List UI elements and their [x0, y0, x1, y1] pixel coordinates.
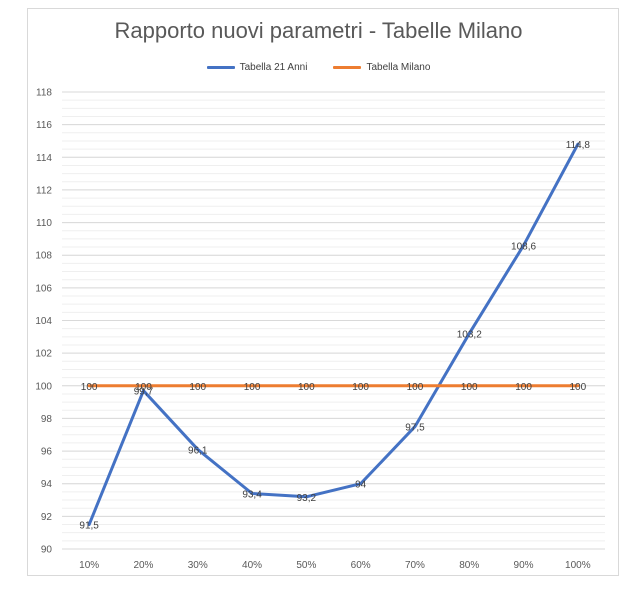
- data-label-series-1: 96,1: [188, 445, 208, 456]
- legend-label-series-2: Tabella Milano: [366, 62, 431, 73]
- data-label-series-2: 100: [461, 382, 478, 393]
- data-label-series-2: 100: [515, 382, 532, 393]
- legend-swatch-series-1: [206, 66, 235, 69]
- data-label-series-2: 100: [135, 382, 152, 393]
- y-tick-label: 118: [36, 88, 52, 99]
- x-tick-label: 80%: [459, 560, 479, 571]
- x-tick-label: 30%: [188, 560, 208, 571]
- data-label-series-2: 100: [298, 382, 315, 393]
- y-tick-label: 104: [35, 316, 52, 327]
- data-label-series-1: 97,5: [405, 423, 425, 434]
- data-label-series-2: 100: [244, 382, 261, 393]
- legend-item-series-2[interactable]: Tabella Milano: [333, 62, 430, 73]
- legend-label-series-1: Tabella 21 Anni: [239, 62, 308, 73]
- legend-item-series-1[interactable]: Tabella 21 Anni: [206, 62, 308, 73]
- x-tick-label: 100%: [565, 560, 591, 571]
- y-tick-label: 110: [36, 218, 52, 229]
- x-tick-label: 50%: [296, 560, 316, 571]
- y-tick-label: 92: [41, 512, 53, 523]
- data-label-series-1: 114,8: [566, 140, 591, 151]
- x-tick-label: 70%: [405, 560, 425, 571]
- data-label-series-2: 100: [570, 382, 587, 393]
- data-label-series-1: 99,7: [134, 387, 154, 398]
- data-labels: 91,5 99,7 96,1 93,4 93,2 94 97,5 103,2 108,6 114,…: [79, 140, 590, 531]
- chart-frame: [27, 8, 619, 576]
- y-tick-label: 114: [36, 153, 52, 164]
- data-label-series-1: 94: [355, 480, 367, 491]
- x-tick-label: 10%: [79, 560, 99, 571]
- y-tick-label: 112: [36, 185, 52, 196]
- y-tick-label: 94: [41, 479, 53, 490]
- y-tick-label: 116: [36, 120, 52, 131]
- legend-swatch-series-2: [333, 66, 362, 69]
- y-tick-label: 106: [35, 283, 52, 294]
- legend[interactable]: Tabella 21 Anni Tabella Milano: [0, 62, 637, 73]
- data-label-series-2: 100: [352, 382, 369, 393]
- y-tick-label: 90: [41, 545, 53, 556]
- series-lines: [87, 142, 580, 527]
- x-tick-label: 40%: [242, 560, 262, 571]
- x-tick-label: 90%: [514, 560, 534, 571]
- data-label-series-1: 108,6: [511, 241, 536, 252]
- data-label-series-2: 100: [407, 382, 424, 393]
- y-tick-label: 102: [35, 349, 52, 360]
- gridlines: [62, 91, 605, 550]
- series-line-1: [87, 142, 580, 527]
- data-label-series-2: 100: [189, 382, 206, 393]
- y-tick-label: 100: [35, 381, 52, 392]
- data-label-series-1: 93,4: [242, 490, 262, 501]
- y-tick-label: 98: [41, 414, 53, 425]
- y-axis: 90 92 94 96 98 100 102 104 106 108 110 112 114 116 118: [35, 88, 52, 556]
- x-tick-label: 60%: [351, 560, 371, 571]
- data-label-series-2: 100: [81, 382, 98, 393]
- data-label-series-1: 91,5: [79, 521, 99, 532]
- x-axis: 10% 20% 30% 40% 50% 60% 70% 80% 90% 100%: [79, 560, 591, 571]
- chart-title: Rapporto nuovi parametri - Tabelle Milan…: [114, 18, 523, 43]
- data-label-series-1: 103,2: [457, 330, 482, 341]
- data-label-series-1: 93,2: [297, 493, 317, 504]
- x-tick-label: 20%: [133, 560, 153, 571]
- y-tick-label: 108: [35, 251, 52, 262]
- y-tick-label: 96: [41, 447, 53, 458]
